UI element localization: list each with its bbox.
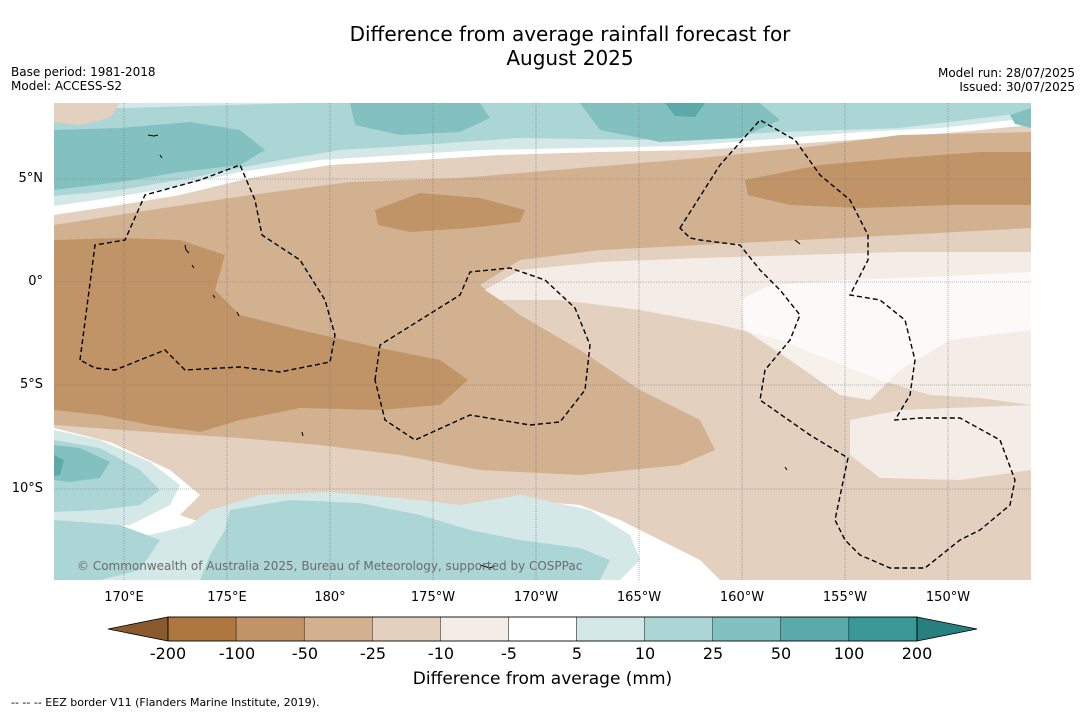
colorbar-block <box>440 616 509 642</box>
meta-right: Model run: 28/07/2025 Issued: 30/07/2025 <box>938 66 1075 94</box>
colorbar-title: Difference from average (mm) <box>412 669 673 689</box>
north-teal-50-mid <box>350 103 490 135</box>
colorbar <box>107 616 978 642</box>
issued-date: Issued: 30/07/2025 <box>959 80 1075 94</box>
colorbar-block <box>644 616 713 642</box>
copyright-notice: © Commonwealth of Australia 2025, Bureau… <box>77 559 583 573</box>
north-teal-50-west <box>54 122 265 190</box>
lon-label-170w: 170°W <box>513 590 559 605</box>
cbar-tick: -25 <box>359 644 387 663</box>
model-name: Model: ACCESS-S2 <box>11 79 123 93</box>
lon-label-175e: 175°E <box>207 590 247 605</box>
north-teal-25 <box>54 103 1031 196</box>
map-title: Difference from average rainfall forecas… <box>0 22 1085 70</box>
colorbar-blocks <box>167 616 918 642</box>
colorbar-block <box>235 616 305 642</box>
cbar-tick: 25 <box>702 644 724 663</box>
south-teal-50 <box>54 445 110 482</box>
colorbar-outline <box>167 616 918 642</box>
cbar-tick: -10 <box>427 644 455 663</box>
colorbar-extend-high <box>916 616 978 642</box>
nw-corner-patch <box>54 103 120 125</box>
lon-label-160w: 160°W <box>719 590 765 605</box>
lon-label-155w: 155°W <box>822 590 868 605</box>
map-title-line2: August 2025 <box>506 46 634 70</box>
north-teal-east-edge <box>1010 108 1031 128</box>
cbar-tick: -50 <box>291 644 319 663</box>
brown-100-east <box>745 152 1031 208</box>
cbar-tick: -5 <box>501 644 517 663</box>
base-period: Base period: 1981-2018 <box>11 65 156 79</box>
colorbar-block <box>576 616 645 642</box>
colorbar-block <box>167 616 237 642</box>
colorbar-block <box>848 616 918 642</box>
colorbar-block <box>508 616 577 642</box>
lon-label-150w: 150°W <box>925 590 971 605</box>
colorbar-block <box>712 616 782 642</box>
cbar-tick: 50 <box>770 644 792 663</box>
graticule <box>54 103 1031 580</box>
meta-left: Base period: 1981-2018 Model: ACCESS-S2 <box>11 65 156 93</box>
cbar-tick: 10 <box>634 644 656 663</box>
brown-100-central <box>375 193 525 232</box>
cbar-tick: -100 <box>218 644 256 663</box>
cbar-tick: 100 <box>833 644 865 663</box>
lon-label-175w: 175°W <box>410 590 456 605</box>
eez-footnote: -- -- -- EEZ border V11 (Flanders Marine… <box>11 696 320 709</box>
north-teal-100 <box>665 103 705 117</box>
eez-tokelau <box>374 267 591 441</box>
colorbar-block <box>372 616 441 642</box>
south-teal-100 <box>54 455 64 476</box>
lon-label-165w: 165°W <box>616 590 662 605</box>
lon-label-170e: 170°E <box>104 590 144 605</box>
near-zero-east <box>740 272 1031 400</box>
lat-label-10s: 10°S <box>11 481 43 496</box>
colorbar-block <box>303 616 373 642</box>
brown-10-southeast <box>850 405 1031 480</box>
lat-label-0: 0° <box>28 274 43 289</box>
rainfall-field <box>54 103 1031 580</box>
lat-label-5n: 5°N <box>18 171 44 186</box>
colorbar-extend-low <box>107 616 169 642</box>
eez-borders <box>79 119 1016 569</box>
brown-100-west <box>54 238 468 432</box>
north-teal-50-east <box>580 103 780 142</box>
cbar-tick: 5 <box>571 644 583 663</box>
eez-kiribati-phoenix <box>679 119 1016 569</box>
islands <box>147 134 801 569</box>
map-title-line1: Difference from average rainfall forecas… <box>349 22 791 46</box>
model-run: Model run: 28/07/2025 <box>937 66 1075 80</box>
colorbar-block <box>780 616 850 642</box>
cbar-tick: 200 <box>901 644 933 663</box>
lat-label-5s: 5°S <box>19 377 43 392</box>
south-teal-25 <box>54 440 610 580</box>
lon-label-180: 180° <box>314 590 346 605</box>
cbar-tick: -200 <box>149 644 187 663</box>
